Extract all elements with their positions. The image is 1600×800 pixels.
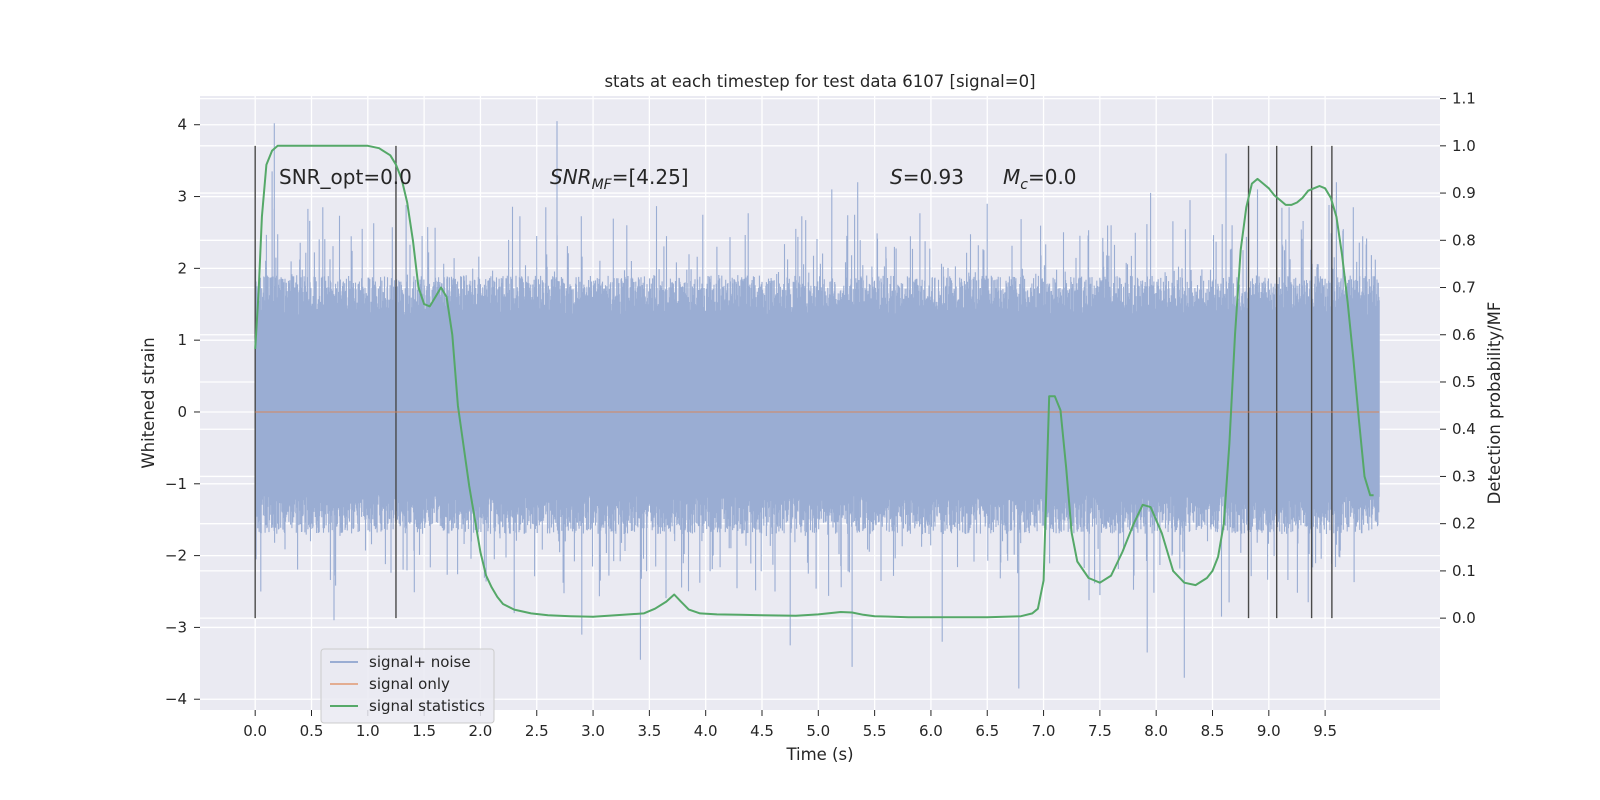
y-right-tick-label: 0.5: [1452, 373, 1476, 391]
x-tick-label: 9.0: [1257, 722, 1281, 740]
x-tick-label: 9.5: [1313, 722, 1337, 740]
y-left-tick-label: −4: [165, 690, 187, 708]
x-tick-label: 8.0: [1144, 722, 1168, 740]
y-right-tick-label: 0.8: [1452, 231, 1476, 249]
x-tick-label: 0.5: [300, 722, 324, 740]
y-left-tick-label: 1: [177, 331, 187, 349]
x-tick-label: 8.5: [1201, 722, 1225, 740]
y-axis-left: 4 3 2 1 0 −1 −2 −3 −4: [165, 116, 200, 708]
annotation-mc-sub: c: [1020, 177, 1028, 193]
annotation-snr-mf: SNRMF=[4.25]: [550, 165, 689, 193]
y-right-tick-label: 0.1: [1452, 562, 1476, 580]
annotation-mc: Mc=0.0: [1003, 165, 1077, 193]
y-right-tick-label: 0.2: [1452, 515, 1476, 533]
annotation-s: S=0.93: [890, 165, 964, 189]
annotation-snr-mf-main: SNR: [550, 165, 592, 189]
x-tick-label: 7.0: [1032, 722, 1056, 740]
y-right-tick-label: 0.9: [1452, 184, 1476, 202]
y-right-tick-label: 0.6: [1452, 326, 1476, 344]
x-axis-label: Time (s): [785, 745, 853, 764]
annotation-mc-main: M: [1003, 165, 1020, 189]
y-right-tick-label: 1.0: [1452, 137, 1476, 155]
annotation-snr-opt: SNR_opt=0.0: [279, 165, 412, 189]
annotation-s-label: S: [890, 165, 903, 189]
y-left-tick-label: −1: [165, 475, 187, 493]
legend-label-signal-only: signal only: [369, 675, 450, 693]
y-axis-left-label: Whitened strain: [139, 337, 158, 468]
signal-statistics-line: [254, 144, 1374, 619]
vertical-markers: [254, 145, 1333, 619]
x-tick-label: 1.0: [356, 722, 380, 740]
line-series: [254, 144, 1380, 619]
x-tick-label: 2.5: [525, 722, 549, 740]
y-right-tick-label: 0.7: [1452, 279, 1476, 297]
y-left-tick-label: −3: [165, 618, 187, 636]
annotation-s-value: =0.93: [903, 165, 964, 189]
x-tick-label: 5.5: [863, 722, 887, 740]
y-axis-right: 1.1 1.0 0.9 0.8 0.7 0.6 0.5 0.4 0.3 0.2 0.1 0.0: [1440, 90, 1476, 627]
y-left-tick-label: 4: [177, 116, 187, 134]
annotation-snr-mf-sub: MF: [592, 177, 613, 193]
x-tick-label: 3.5: [637, 722, 661, 740]
y-left-tick-label: 2: [177, 259, 187, 277]
y-left-tick-label: −2: [165, 547, 187, 565]
x-tick-label: 5.0: [806, 722, 830, 740]
y-right-tick-label: 1.1: [1452, 90, 1476, 108]
chart-title: stats at each timestep for test data 610…: [604, 72, 1035, 91]
x-tick-label: 4.5: [750, 722, 774, 740]
legend-label-signal-noise: signal+ noise: [369, 653, 471, 671]
y-left-tick-label: 3: [177, 188, 187, 206]
x-tick-label: 3.0: [581, 722, 605, 740]
x-tick-label: 7.5: [1088, 722, 1112, 740]
x-tick-label: 4.0: [694, 722, 718, 740]
x-axis: 0.0 0.5 1.0 1.5 2.0 2.5 3.0 3.5 4.0 4.5 5.0 5.5 6.0 6…: [243, 710, 1337, 740]
x-tick-label: 1.5: [412, 722, 436, 740]
annotation-snr-mf-value: =[4.25]: [612, 165, 689, 189]
annotation-mc-value: =0.0: [1028, 165, 1077, 189]
legend-box: [320, 648, 495, 724]
x-tick-label: 0.0: [243, 722, 267, 740]
x-tick-label: 6.5: [975, 722, 999, 740]
legend: signal+ noise signal only signal statist…: [320, 648, 495, 724]
y-right-tick-label: 0.0: [1452, 609, 1476, 627]
legend-label-signal-statistics: signal statistics: [369, 697, 485, 715]
y-axis-right-label: Detection probability/MF: [1485, 302, 1504, 505]
y-right-tick-label: 0.3: [1452, 467, 1476, 485]
x-tick-label: 2.0: [469, 722, 493, 740]
y-right-tick-label: 0.4: [1452, 420, 1476, 438]
y-left-tick-label: 0: [177, 403, 187, 421]
x-tick-label: 6.0: [919, 722, 943, 740]
